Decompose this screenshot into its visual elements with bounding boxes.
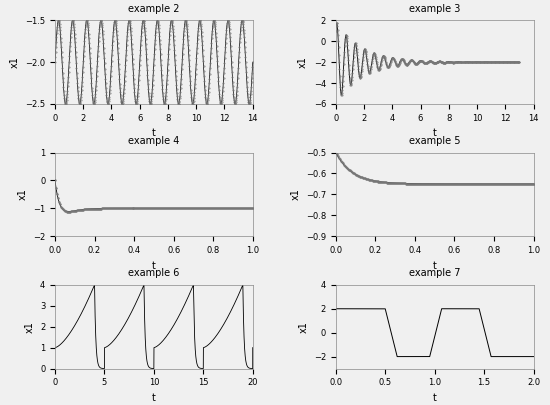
Title: example 7: example 7 bbox=[409, 269, 460, 279]
X-axis label: t: t bbox=[152, 260, 156, 271]
Title: example 4: example 4 bbox=[128, 136, 179, 146]
X-axis label: t: t bbox=[433, 128, 437, 138]
X-axis label: t: t bbox=[152, 128, 156, 138]
Y-axis label: x1: x1 bbox=[290, 188, 300, 200]
Title: example 6: example 6 bbox=[128, 269, 179, 279]
Y-axis label: x1: x1 bbox=[298, 321, 308, 333]
Y-axis label: x1: x1 bbox=[298, 56, 308, 68]
Y-axis label: x1: x1 bbox=[24, 321, 34, 333]
Title: example 2: example 2 bbox=[128, 4, 180, 14]
Y-axis label: x1: x1 bbox=[18, 188, 28, 200]
Y-axis label: x1: x1 bbox=[9, 56, 20, 68]
X-axis label: t: t bbox=[152, 393, 156, 403]
X-axis label: t: t bbox=[433, 260, 437, 271]
Title: example 5: example 5 bbox=[409, 136, 460, 146]
Title: example 3: example 3 bbox=[409, 4, 460, 14]
X-axis label: t: t bbox=[433, 393, 437, 403]
